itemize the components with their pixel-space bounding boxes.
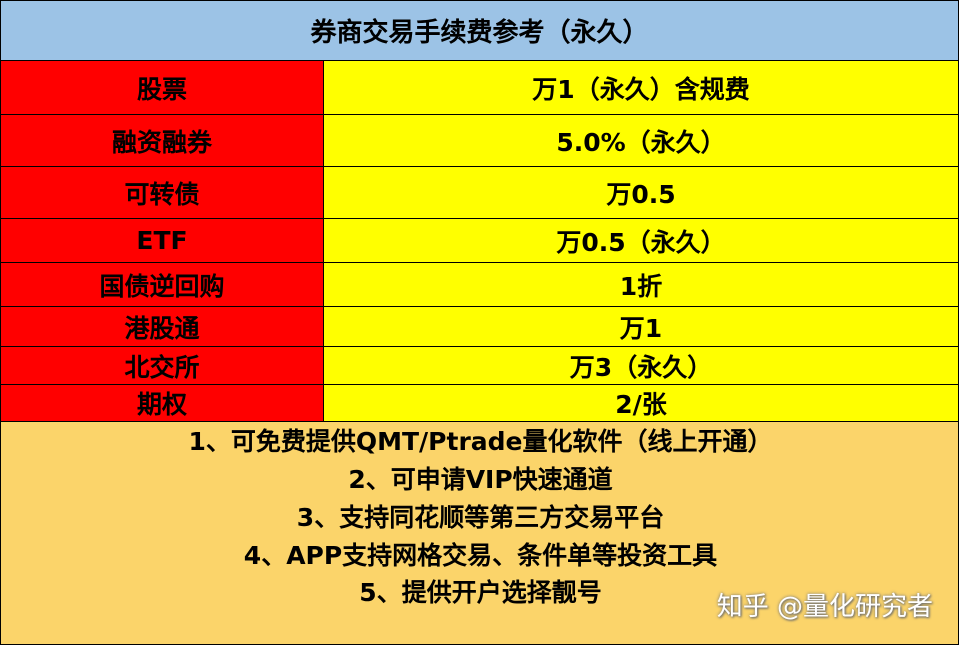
- row-label: ETF: [0, 218, 324, 263]
- row-value: 万1（永久）含规费: [323, 60, 959, 115]
- table-title: 券商交易手续费参考（永久）: [0, 0, 959, 61]
- row-value: 万0.5（永久）: [323, 218, 959, 263]
- note: 3、支持同花顺等第三方交易平台: [296, 503, 665, 532]
- notes-box: 1、可免费提供QMT/Ptrade量化软件（线上开通） 2、可申请VIP快速通道…: [0, 421, 959, 645]
- note: 2、可申请VIP快速通道: [348, 465, 613, 494]
- row-label: 期权: [0, 384, 324, 422]
- row-label: 股票: [0, 60, 324, 115]
- row-label: 融资融券: [0, 114, 324, 167]
- note: 5、提供开户选择靓号: [359, 578, 602, 607]
- watermark: 知乎 @量化研究者: [716, 592, 933, 622]
- note: 1、可免费提供QMT/Ptrade量化软件（线上开通）: [188, 427, 773, 456]
- row-label: 可转债: [0, 166, 324, 219]
- row-label: 北交所: [0, 346, 324, 385]
- row-value: 万3（永久）: [323, 346, 959, 385]
- note: 4、APP支持网格交易、条件单等投资工具: [243, 541, 718, 570]
- row-value: 1折: [323, 262, 959, 307]
- row-value: 2/张: [323, 384, 959, 422]
- row-value: 万1: [323, 306, 959, 347]
- row-label: 港股通: [0, 306, 324, 347]
- row-label: 国债逆回购: [0, 262, 324, 307]
- row-value: 万0.5: [323, 166, 959, 219]
- row-value: 5.0%（永久）: [323, 114, 959, 167]
